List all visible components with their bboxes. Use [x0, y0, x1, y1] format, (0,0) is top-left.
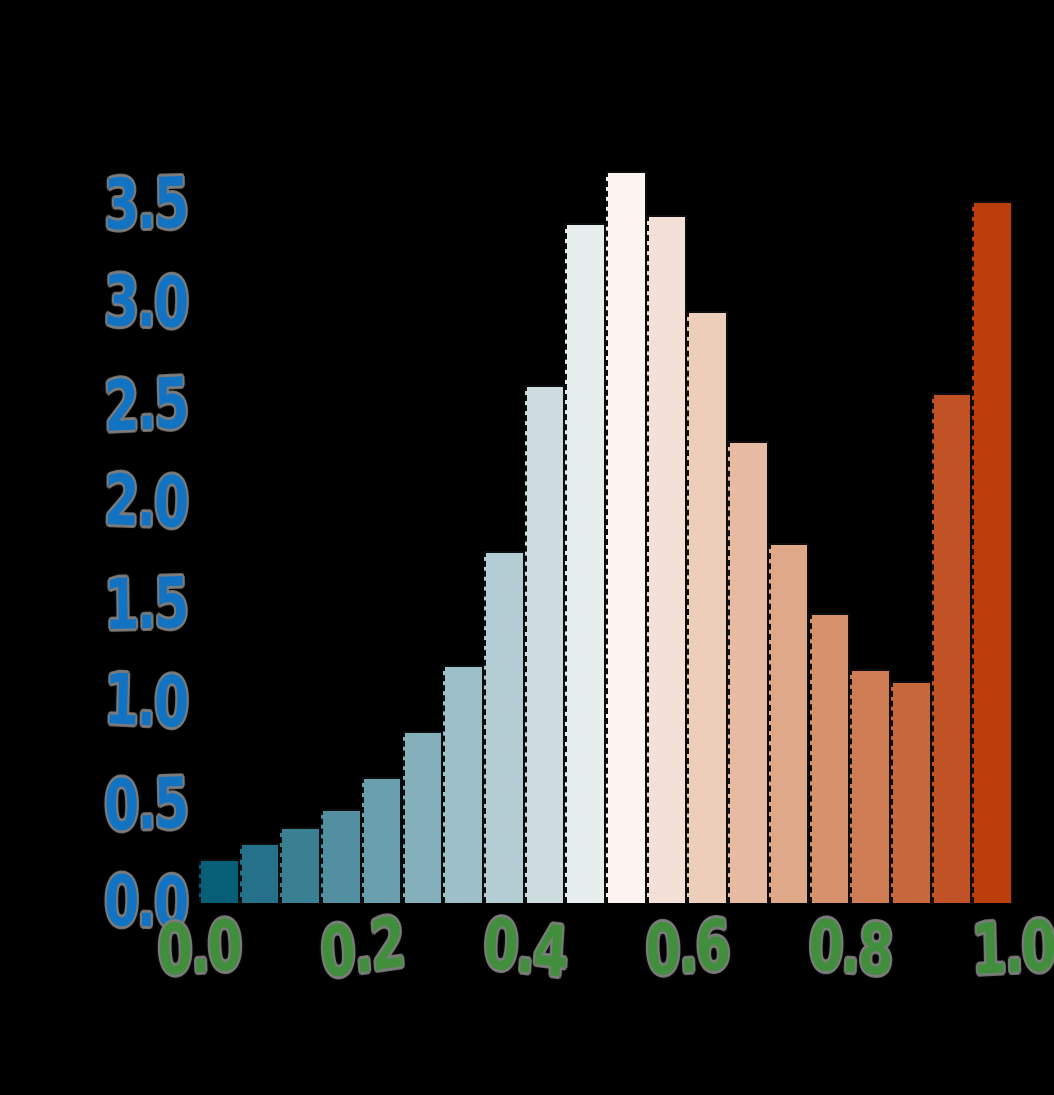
histogram-bar [646, 215, 688, 903]
x-tick-label: 0.0 [156, 904, 242, 992]
x-tick-label: 1.0 [970, 905, 1054, 991]
histogram-bar [524, 385, 566, 903]
histogram-bar [483, 551, 525, 903]
x-tick-label: 0.2 [317, 901, 407, 995]
histogram-bar [361, 777, 403, 903]
histogram-bar [850, 669, 891, 903]
histogram-bar [972, 201, 1013, 903]
histogram-bar [931, 393, 973, 903]
y-tick-label: 3.0 [103, 259, 188, 344]
histogram-bar [687, 311, 729, 903]
histogram-bar [402, 731, 444, 903]
y-tick-label: 2.0 [103, 459, 188, 544]
histogram-bar [199, 859, 240, 903]
y-tick-label: 0.5 [103, 762, 188, 847]
y-tick-label: 2.5 [103, 362, 189, 448]
histogram-bar [606, 171, 647, 903]
histogram-bar [728, 441, 769, 903]
histogram-bar [565, 223, 606, 903]
x-tick-label: 0.6 [644, 904, 731, 992]
histogram-bar [321, 809, 362, 903]
histogram-bar [890, 681, 932, 903]
histogram-bar [443, 665, 484, 903]
histogram-bar [280, 827, 322, 903]
histogram-bar [768, 543, 810, 903]
histogram-bar [239, 843, 281, 903]
y-tick-label: 1.5 [103, 562, 188, 647]
y-tick-label: 1.0 [103, 658, 189, 744]
x-tick-label: 0.8 [807, 904, 894, 992]
y-tick-label: 3.5 [103, 162, 188, 247]
histogram-bar [809, 613, 851, 903]
x-tick-label: 0.4 [480, 902, 569, 994]
